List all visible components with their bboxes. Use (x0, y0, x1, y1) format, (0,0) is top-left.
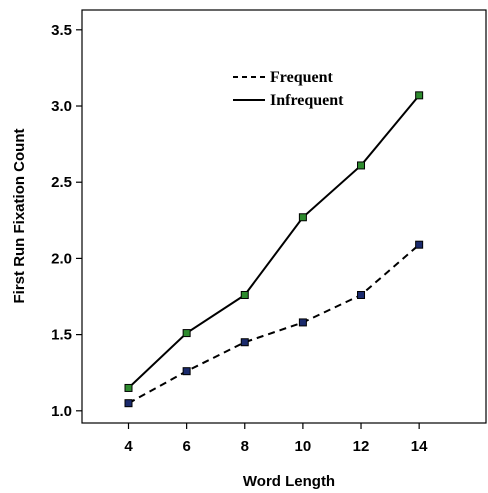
x-tick-label: 4 (124, 438, 133, 455)
data-point-infrequent (357, 161, 366, 170)
series-line-infrequent (127, 94, 420, 389)
series-layer (124, 91, 424, 408)
data-point-frequent (182, 367, 191, 376)
data-point-infrequent (240, 290, 249, 299)
data-point-infrequent (415, 91, 424, 100)
y-tick-label: 1.0 (51, 403, 72, 420)
y-tick-label: 3.5 (51, 22, 72, 39)
y-axis-title: First Run Fixation Count (11, 129, 28, 304)
data-point-frequent (357, 290, 366, 299)
y-tick-label: 1.5 (51, 327, 72, 344)
data-point-frequent (124, 399, 133, 408)
data-point-infrequent (124, 383, 133, 392)
y-tick-label: 3.0 (51, 98, 72, 115)
x-tick-label: 8 (241, 438, 249, 455)
x-tick-label: 10 (295, 438, 312, 455)
plot-frame (81, 9, 487, 424)
y-tick-label: 2.0 (51, 250, 72, 267)
data-point-infrequent (182, 329, 191, 338)
x-tick-label: 12 (353, 438, 370, 455)
legend-label-frequent: Frequent (270, 69, 333, 86)
x-tick-label: 6 (182, 438, 190, 455)
data-point-frequent (415, 240, 424, 249)
y-axis: 1.0 1.5 2.0 2.5 3.0 3.5 (51, 22, 82, 420)
legend: Frequent Infrequent (233, 69, 344, 109)
legend-label-infrequent: Infrequent (270, 92, 344, 109)
x-axis: 4 6 8 10 12 14 (124, 423, 428, 455)
data-point-frequent (298, 318, 307, 327)
y-tick-label: 2.5 (51, 174, 72, 191)
x-tick-label: 14 (411, 438, 428, 455)
data-point-frequent (240, 338, 249, 347)
series-line-frequent (128, 243, 420, 405)
data-point-infrequent (298, 213, 307, 222)
x-axis-title: Word Length (243, 473, 335, 490)
